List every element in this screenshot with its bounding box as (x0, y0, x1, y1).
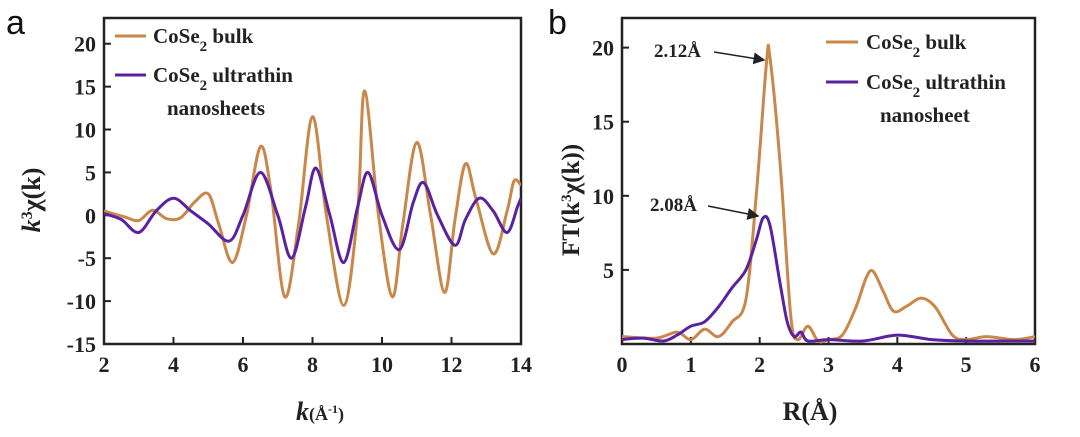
panel-a-xtick-label: 10 (371, 352, 393, 377)
panel-b-ytick-label: 10 (592, 184, 614, 209)
panel-a-xtick-label: 14 (510, 352, 532, 377)
panel-a-ylabel: k3χ(k) (17, 168, 46, 233)
panel-a-ytick-label: -15 (67, 332, 96, 357)
panel-b-xlabel: R(Å) (783, 397, 838, 426)
legend-b-bulk-label: CoSe2 bulk (866, 30, 967, 61)
legend-b-ultrathin-label-line2: nanosheet (880, 103, 970, 127)
panel-a-lines (104, 89, 521, 307)
panel-a-xtick-label: 6 (238, 352, 249, 377)
panel-b-xtick-label: 6 (1030, 352, 1041, 377)
panel-a-xtick-label: 8 (307, 352, 318, 377)
legend-b-ultrathin-label: CoSe2 ultrathin (866, 70, 1006, 101)
panel-b-series-bulk-line (622, 43, 1035, 344)
legend-a-bulk-label: CoSe2 bulk (153, 24, 254, 55)
panel-a-series-bulk-line (104, 89, 521, 307)
panel-a-series-ultrathin-line (104, 166, 521, 265)
panel-a-xtick-label: 12 (441, 352, 463, 377)
panel-a-ytick-label: 20 (74, 32, 96, 57)
panel-a-ytick-label: -5 (78, 246, 96, 271)
panel-a-ytick-label: 5 (85, 160, 96, 185)
annotation-2-08-arrow (707, 205, 760, 220)
panel-a-xtick-label: 2 (99, 352, 110, 377)
panel-a-x-ticks: 2 4 6 8 10 12 14 (99, 337, 532, 377)
panel-b-ytick-label: 5 (603, 258, 614, 283)
panel-b-ytick-label: 15 (592, 110, 614, 135)
panel-a-ytick-label: 0 (85, 203, 96, 228)
panel-a-y-ticks: 20 15 10 5 0 -5 -10 -15 (67, 32, 111, 357)
panel-a-ytick-label: 15 (74, 75, 96, 100)
panel-a-ytick-label: -10 (67, 289, 96, 314)
panel-b-frame (620, 16, 1037, 346)
annotation-2-12: 2.12Å (654, 41, 701, 62)
panel-b-series-ultrathin-line (622, 214, 1035, 343)
panel-b-xtick-label: 0 (617, 352, 628, 377)
panel-a-xlabel: k(Å-1) (296, 397, 344, 426)
panel-label-a: a (6, 4, 25, 42)
panel-b-lines (622, 43, 1035, 344)
panel-b-xtick-label: 4 (892, 352, 903, 377)
panel-b-ytick-label: 20 (592, 36, 614, 61)
panel-b-xtick-label: 2 (754, 352, 765, 377)
panel-b-x-ticks: 0 1 2 3 4 5 6 (617, 337, 1041, 377)
panel-a-xtick-label: 4 (168, 352, 179, 377)
panel-b-y-ticks: 20 15 10 5 (592, 36, 629, 283)
annotation-2-08: 2.08Å (650, 195, 697, 216)
panel-b-xtick-label: 1 (685, 352, 696, 377)
panel-b-xtick-label: 3 (823, 352, 834, 377)
legend-a-ultrathin-label: CoSe2 ultrathin (153, 63, 293, 94)
panel-b-ylabel: FT(k3χ(k)) (558, 144, 585, 256)
panel-a-ytick-label: 10 (74, 118, 96, 143)
legend-a-ultrathin-label-line2: nanosheets (167, 96, 265, 120)
panel-b-xtick-label: 5 (961, 352, 972, 377)
annotation-2-12-arrow (713, 51, 766, 65)
panel-label-b: b (548, 4, 567, 42)
